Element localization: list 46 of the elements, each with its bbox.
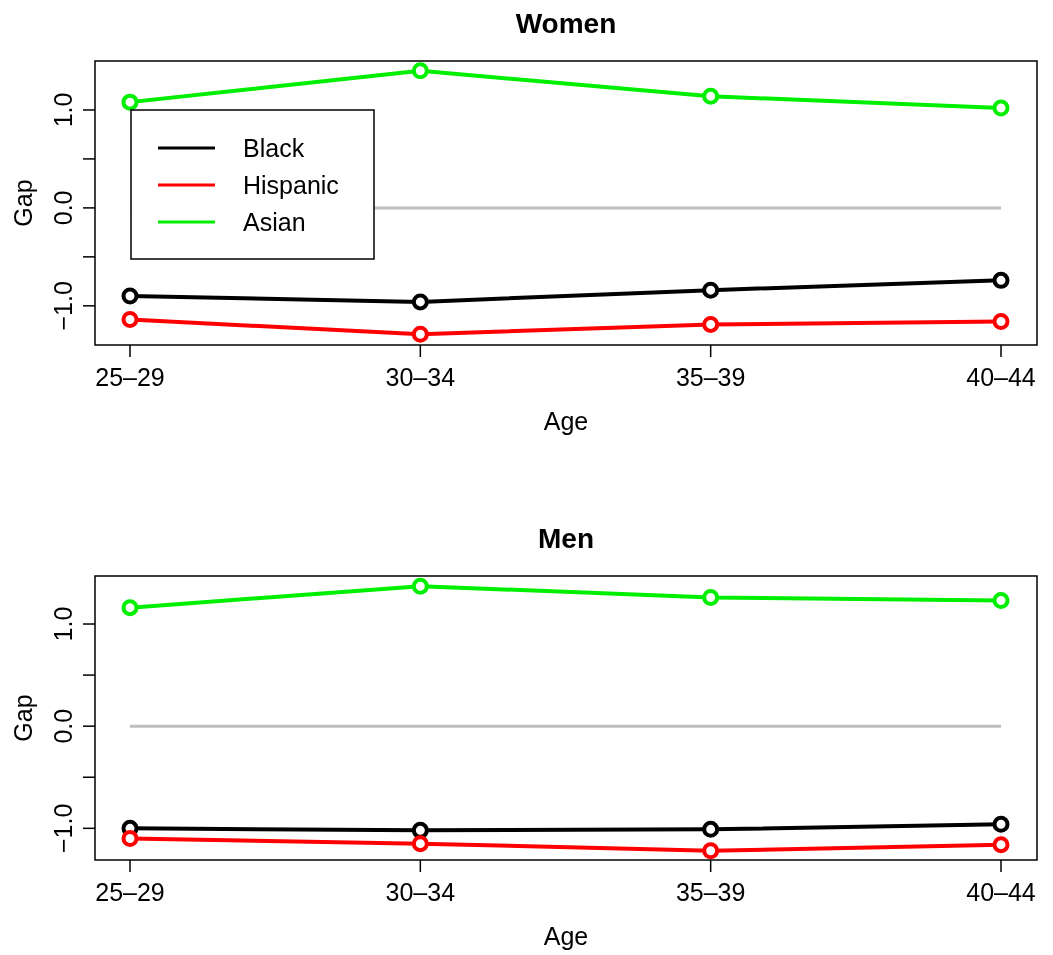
x-tick-label: 25–29 — [95, 878, 165, 906]
legend-label: Asian — [243, 208, 306, 236]
point — [121, 830, 139, 848]
point — [411, 293, 429, 311]
y-tick-label: 1.0 — [49, 606, 77, 642]
chart-title: Women — [515, 8, 617, 39]
point — [121, 599, 139, 617]
legend-label: Hispanic — [243, 171, 339, 199]
point — [702, 842, 720, 860]
point — [411, 577, 429, 595]
point — [411, 835, 429, 853]
point — [992, 592, 1010, 610]
legend-label: Black — [243, 134, 305, 162]
point — [411, 62, 429, 80]
x-tick-label: 30–34 — [385, 878, 456, 906]
y-axis-title: Gap — [9, 179, 37, 227]
x-tick-label: 35–39 — [675, 363, 746, 391]
y-tick-label: 0.0 — [49, 190, 77, 226]
point — [992, 815, 1010, 833]
y-tick-label: 0.0 — [49, 708, 77, 744]
x-tick-label: 25–29 — [95, 363, 165, 391]
y-tick-label: −1.0 — [49, 803, 77, 854]
point — [121, 287, 139, 305]
point — [992, 313, 1010, 330]
y-tick-label: −1.0 — [49, 281, 77, 331]
x-tick-label: 40–44 — [966, 878, 1036, 906]
x-tick-label: 30–34 — [385, 363, 456, 391]
point — [702, 87, 720, 105]
y-tick-label: 1.0 — [49, 92, 77, 128]
point — [992, 271, 1010, 289]
point — [411, 821, 429, 839]
chart-title: Men — [538, 523, 594, 554]
point — [411, 325, 429, 343]
x-axis-title: Age — [543, 922, 589, 950]
point — [121, 93, 139, 111]
point — [702, 281, 720, 299]
point — [992, 99, 1010, 117]
point — [702, 315, 720, 333]
point — [702, 588, 720, 606]
point — [121, 311, 139, 329]
x-tick-label: 35–39 — [675, 878, 746, 906]
x-axis-title: Age — [543, 407, 589, 435]
point — [992, 836, 1010, 854]
x-tick-label: 40–44 — [966, 363, 1036, 391]
y-axis-title: Gap — [9, 694, 37, 742]
point — [702, 820, 720, 838]
